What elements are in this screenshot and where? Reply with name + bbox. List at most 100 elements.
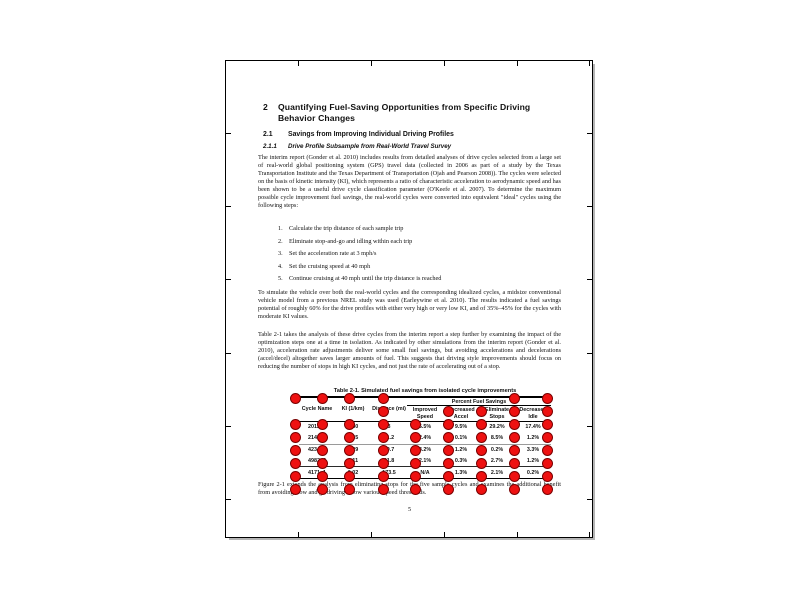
table-cell: 6.5% — [418, 424, 432, 431]
red-annotation-dot — [541, 431, 553, 443]
red-annotation-dot — [475, 418, 487, 430]
red-annotation-dot — [409, 483, 421, 495]
crop-tick — [226, 206, 231, 207]
crop-tick — [298, 61, 299, 66]
section-title: Quantifying Fuel-Saving Opportunities fr… — [278, 102, 531, 123]
red-annotation-dot — [316, 431, 328, 443]
list-item-text: Set the cruising speed at 40 mph — [289, 262, 371, 270]
red-annotation-dot — [409, 457, 421, 469]
crop-tick — [587, 133, 592, 134]
red-annotation-dot — [316, 418, 328, 430]
crop-tick — [226, 279, 231, 280]
table-cell: 9.5% — [454, 424, 468, 431]
paragraph-table-discussion: Table 2-1 takes the analysis of these dr… — [258, 331, 561, 371]
red-annotation-dot — [442, 418, 454, 430]
red-annotation-dot — [343, 483, 355, 495]
crop-tick — [517, 61, 518, 66]
red-annotation-dot — [289, 418, 301, 430]
red-annotation-dot — [343, 418, 355, 430]
red-annotation-dot — [508, 431, 520, 443]
subsubsection-title: Drive Profile Subsample from Real-World … — [288, 143, 452, 150]
table-cell: 1.2% — [454, 446, 468, 453]
red-annotation-dot — [442, 483, 454, 495]
red-annotation-dot — [316, 444, 328, 456]
crop-tick — [587, 499, 592, 500]
list-item-number: 4. — [278, 262, 283, 270]
table-subcolumn-header: Improved Speed — [407, 405, 443, 423]
list-item: 1. Calculate the trip distance of each sa… — [278, 225, 558, 233]
red-annotation-dot — [289, 457, 301, 469]
list-item-number: 1. — [278, 225, 283, 232]
crop-tick — [444, 61, 445, 66]
crop-tick — [226, 426, 231, 427]
table-cell: 29.2% — [489, 424, 505, 431]
table-cell: 2.1% — [407, 455, 443, 468]
section-heading: 2 Quantifying Fuel-Saving Opportunities … — [258, 102, 561, 124]
table-cell: 1.2% — [515, 455, 551, 468]
page-number: 5 — [407, 506, 412, 513]
red-annotation-dot — [289, 444, 301, 456]
table-cell: 0.2% — [490, 446, 504, 453]
list-item-text: Eliminate stop-and-go and idling within … — [289, 237, 413, 245]
table-cell: 20.7 — [383, 446, 395, 453]
crop-tick — [517, 532, 518, 537]
red-annotation-dot — [475, 457, 487, 469]
crop-tick — [444, 532, 445, 537]
table-cell: 2.1% — [490, 469, 504, 476]
red-annotation-dot — [377, 405, 389, 417]
crop-tick — [587, 353, 592, 354]
table-cell: 17.4% — [525, 424, 541, 431]
red-annotation-dot — [442, 405, 454, 417]
red-annotation-dot — [377, 457, 389, 469]
paragraph-intro: The interim report (Gonder et al. 2010) … — [258, 154, 561, 210]
red-annotation-dot — [289, 431, 301, 443]
table-cell: 2.7% — [479, 455, 515, 468]
table-cell: 173.5 — [382, 469, 396, 476]
red-annotation-dot — [377, 418, 389, 430]
list-item-text: Calculate the trip distance of each samp… — [289, 225, 404, 232]
red-annotation-dot — [343, 444, 355, 456]
red-annotation-dot — [541, 483, 553, 495]
red-annotation-dot — [289, 483, 301, 495]
list-item-number: 5. — [278, 275, 283, 282]
red-annotation-dot — [541, 392, 553, 404]
red-annotation-dot — [541, 418, 553, 430]
table-cell: 3.2% — [418, 446, 432, 453]
red-annotation-dot — [475, 431, 487, 443]
red-annotation-dot — [541, 405, 553, 417]
table-title: Table 2-1. Simulated fuel savings from i… — [333, 388, 517, 394]
list-item-text: Set the acceleration rate at 3 mph/s — [289, 250, 377, 257]
list-item-text: Continue cruising at 40 mph until the tr… — [289, 275, 442, 282]
red-annotation-dot — [541, 444, 553, 456]
table-subcolumn-header: Eliminate Stops — [479, 405, 515, 423]
crop-tick — [371, 532, 372, 537]
red-annotation-dot — [508, 405, 520, 417]
red-annotation-dot — [442, 457, 454, 469]
red-annotation-dot — [442, 444, 454, 456]
table-cell: 21.8 — [371, 455, 407, 468]
list-item: 4. Set the cruising speed at 40 mph — [278, 263, 558, 271]
table-cell: 1.3% — [454, 469, 468, 476]
list-item-number: 2. — [278, 237, 283, 245]
paragraph-figure-reference: Figure 2-1 extends the analysis from eli… — [258, 481, 561, 497]
list-item: 2. Eliminate stop-and-go and idling withi… — [278, 238, 558, 246]
section-number: 2 — [263, 102, 268, 112]
red-annotation-dot — [442, 431, 454, 443]
table-cell: 0.1% — [443, 433, 479, 445]
red-annotation-dot — [377, 483, 389, 495]
list-item: 5. Continue cruising at 40 mph until the … — [278, 275, 558, 283]
subsection-number: 2.1 — [263, 131, 273, 138]
crop-tick — [298, 532, 299, 537]
crop-tick — [226, 499, 231, 500]
red-annotation-dot — [475, 444, 487, 456]
red-annotation-dot — [316, 457, 328, 469]
red-annotation-dot — [343, 470, 355, 482]
crop-tick — [587, 206, 592, 207]
table-cell: 8.5% — [479, 433, 515, 445]
crop-tick — [226, 353, 231, 354]
red-annotation-dot — [316, 392, 328, 404]
red-annotation-dot — [475, 470, 487, 482]
table-cell: 1.2% — [515, 433, 551, 445]
table-cell: N/A — [420, 469, 430, 476]
red-annotation-dot — [316, 483, 328, 495]
